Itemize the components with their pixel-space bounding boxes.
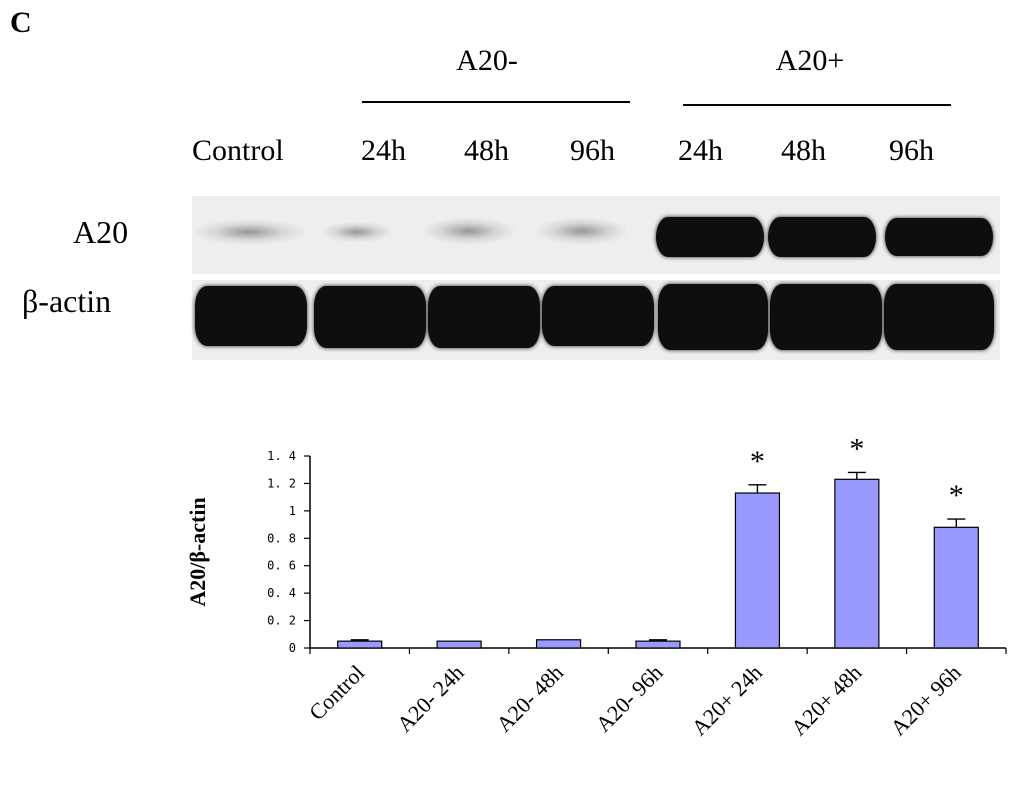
significance-marker: * xyxy=(849,432,864,465)
y-tick-label: 1 xyxy=(289,504,296,518)
panel-letter: C xyxy=(10,6,32,39)
y-tick-label: 0. 8 xyxy=(267,531,296,545)
bar xyxy=(734,492,781,649)
category-label: Control xyxy=(304,660,369,725)
lane-label-a20-plus-48h: 48h xyxy=(781,134,826,167)
y-tick-label: 0 xyxy=(289,641,296,655)
band-actin-a20-plus-48h xyxy=(770,284,882,350)
y-tick-label: 0. 6 xyxy=(267,559,296,573)
western-blot-a20-strip xyxy=(192,196,1000,274)
y-tick-label: 0. 4 xyxy=(267,586,296,600)
y-tick-label: 1. 2 xyxy=(267,476,296,490)
bar xyxy=(535,639,582,649)
lane-label-a20-minus-48h: 48h xyxy=(464,134,509,167)
group-label-a20-minus: A20- xyxy=(456,44,518,77)
western-blot-beta-actin-strip xyxy=(192,280,1000,360)
group-line-a20-plus xyxy=(683,104,951,106)
lane-label-a20-plus-24h: 24h xyxy=(678,134,723,167)
group-line-a20-minus xyxy=(362,101,630,103)
category-label: A20+ 48h xyxy=(786,660,866,740)
band-actin-a20-plus-96h xyxy=(884,284,994,350)
band-actin-control xyxy=(195,286,307,346)
bar xyxy=(635,640,681,649)
category-label: A20- 24h xyxy=(392,660,469,737)
band-actin-a20-minus-48h xyxy=(428,286,540,348)
category-label: A20+ 24h xyxy=(686,660,766,740)
band-a20-plus-96h xyxy=(885,218,993,256)
y-axis-label: A20/β-actin xyxy=(185,497,210,606)
lane-label-control: Control xyxy=(192,134,284,167)
blot-row-label-a20: A20 xyxy=(73,214,129,250)
significance-marker: * xyxy=(949,479,964,512)
y-tick-label: 0. 2 xyxy=(267,614,296,628)
category-label: A20+ 96h xyxy=(885,660,965,740)
band-a20-control xyxy=(194,220,304,244)
band-a20-minus-24h xyxy=(322,222,392,242)
bar xyxy=(834,478,880,649)
band-actin-a20-plus-24h xyxy=(658,284,768,350)
band-actin-a20-minus-24h xyxy=(314,286,426,348)
bar xyxy=(436,640,482,649)
band-actin-a20-minus-96h xyxy=(542,286,654,346)
category-label: A20- 48h xyxy=(491,660,568,737)
lane-label-a20-minus-24h: 24h xyxy=(361,134,406,167)
band-a20-plus-48h xyxy=(768,217,876,257)
lane-label-a20-plus-96h: 96h xyxy=(889,134,934,167)
band-a20-minus-96h xyxy=(537,218,627,244)
band-a20-plus-24h xyxy=(656,217,764,257)
blot-row-label-beta-actin: β-actin xyxy=(22,283,112,319)
group-label-a20-plus: A20+ xyxy=(775,44,845,77)
y-tick-label: 1. 4 xyxy=(267,449,296,463)
significance-marker: * xyxy=(750,445,765,478)
bar xyxy=(933,526,979,649)
category-label: A20- 96h xyxy=(591,660,668,737)
band-a20-minus-48h xyxy=(424,218,514,244)
bar xyxy=(337,640,383,649)
lane-label-a20-minus-96h: 96h xyxy=(570,134,615,167)
